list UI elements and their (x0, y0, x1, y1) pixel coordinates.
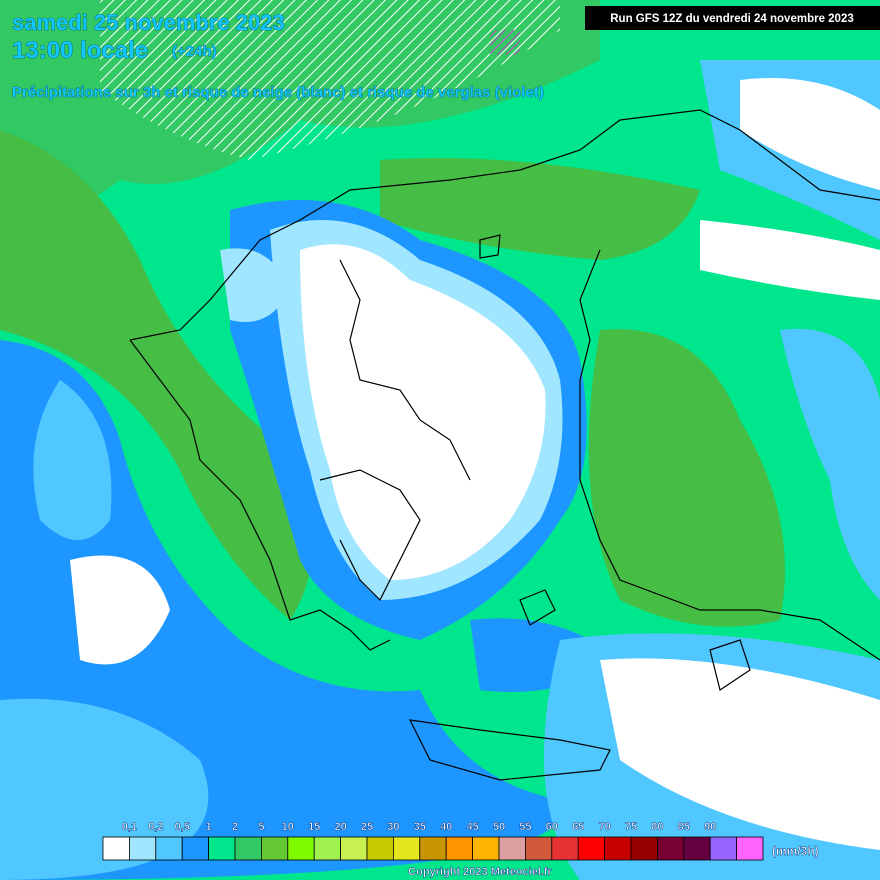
legend-label: 75 (625, 821, 637, 833)
legend-label: 10 (282, 821, 294, 833)
legend-swatch (208, 836, 236, 861)
legend-swatch (551, 836, 579, 861)
legend-label: 45 (466, 821, 478, 833)
legend-swatch (313, 836, 342, 861)
legend-label: 5 (258, 821, 264, 833)
legend-swatch (577, 836, 606, 861)
legend-label: 20 (334, 821, 346, 833)
legend-label: 15 (308, 821, 320, 833)
legend-swatch (181, 836, 209, 861)
legend-swatch (709, 836, 738, 861)
legend-unit: (mm/3h) (772, 844, 819, 858)
legend: 0,1 0,2 0,5 1 2 5 10 15 20 25 30 35 40 45 50 55 60 65 70 75… (102, 821, 764, 861)
legend-swatch (102, 836, 130, 861)
legend-swatch (472, 836, 500, 861)
run-info: Run GFS 12Z du vendredi 24 novembre 2023 (610, 13, 854, 25)
legend-label: 55 (519, 821, 531, 833)
legend-label: 85 (678, 821, 690, 833)
legend-swatch (419, 836, 447, 861)
legend-swatch (736, 836, 764, 861)
legend-swatch (366, 836, 394, 861)
legend-swatch (657, 836, 685, 861)
legend-label: 40 (440, 821, 452, 833)
legend-swatch (340, 836, 368, 861)
legend-swatch (604, 836, 632, 861)
legend-swatch (630, 836, 658, 861)
copyright: Copyright 2023 Meteociel.fr (408, 866, 552, 878)
legend-label: 30 (387, 821, 399, 833)
legend-label: 65 (572, 821, 584, 833)
legend-swatch (445, 836, 474, 861)
legend-swatch (392, 836, 421, 861)
lead-time: (+24h) (172, 43, 217, 60)
legend-swatch (683, 836, 711, 861)
time-title: 13:00 locale (12, 37, 148, 64)
legend-label: 0,1 (122, 821, 137, 833)
legend-label: 1 (206, 821, 212, 833)
legend-label: 90 (704, 821, 716, 833)
legend-label: 0,2 (148, 821, 163, 833)
legend-swatch (128, 836, 157, 861)
legend-swatch (260, 836, 289, 861)
legend-label: 50 (493, 821, 505, 833)
coastlines (129, 109, 880, 781)
run-box (585, 6, 880, 30)
subtitle: Précipitations sur 3h et risque de neige… (12, 84, 544, 101)
legend-swatch (525, 836, 553, 861)
legend-swatch (498, 836, 526, 861)
legend-label: 60 (546, 821, 558, 833)
legend-swatch (287, 836, 315, 861)
legend-label: 25 (361, 821, 373, 833)
legend-swatch (234, 836, 262, 861)
legend-label: 80 (651, 821, 663, 833)
legend-label: 2 (232, 821, 238, 833)
legend-label: 0,5 (175, 821, 190, 833)
legend-label: 35 (414, 821, 426, 833)
legend-swatch (155, 836, 183, 861)
date-title: samedi 25 novembre 2023 (12, 10, 285, 35)
legend-label: 70 (598, 821, 610, 833)
